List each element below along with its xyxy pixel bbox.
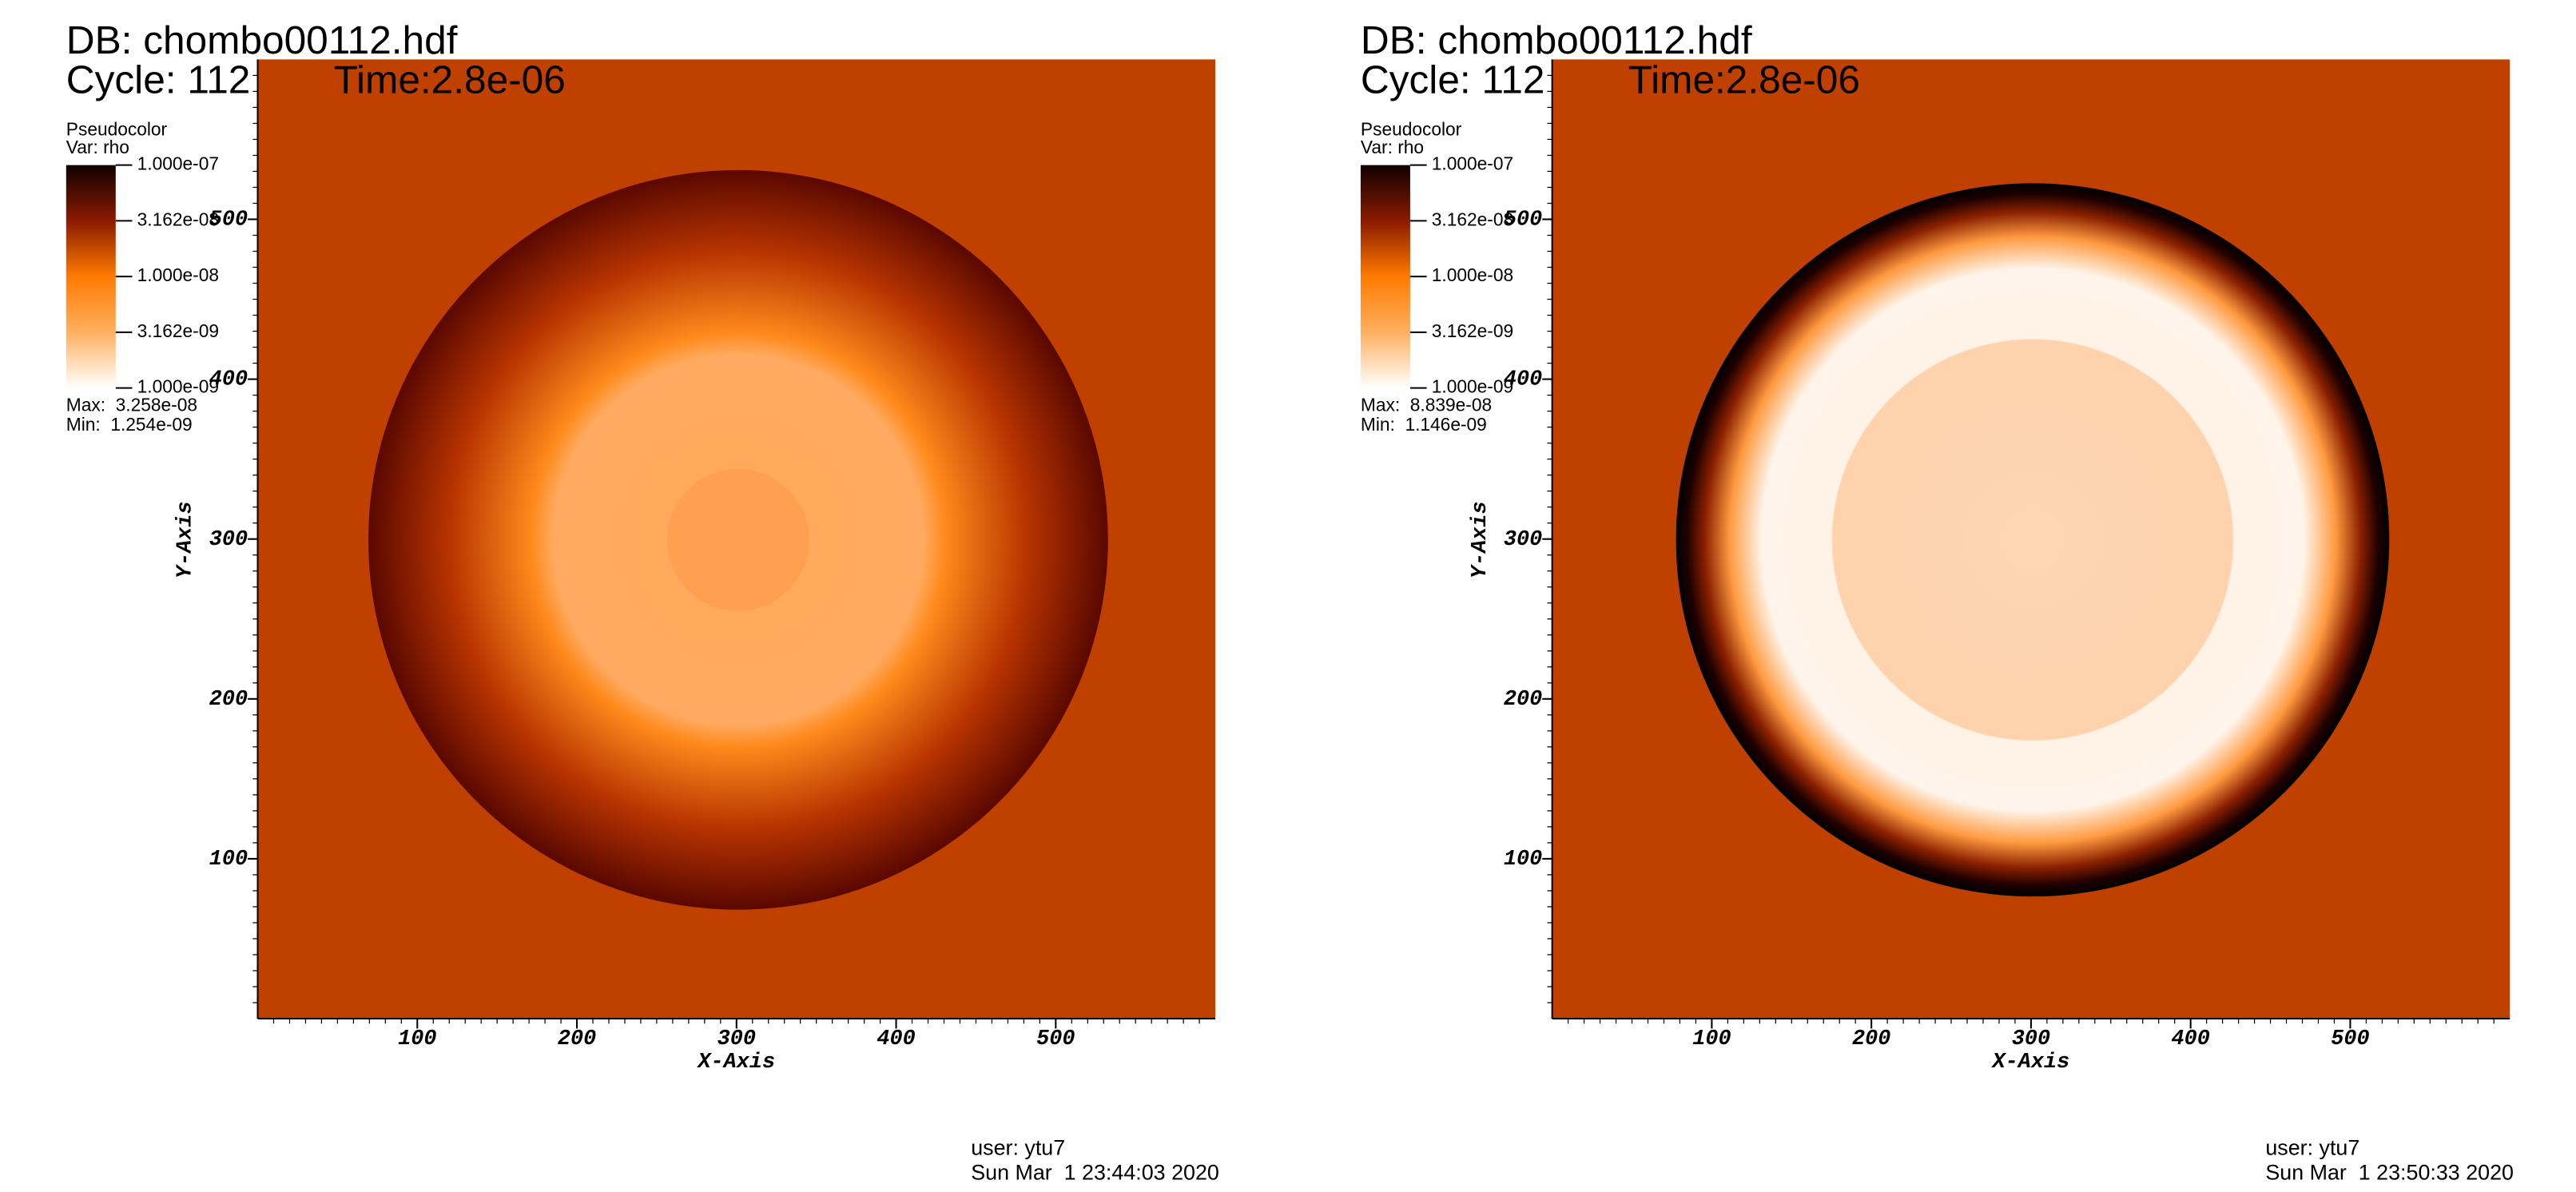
colorbar-tick-label: 3.162e-09 <box>1432 320 1513 341</box>
y-tick-label: 400 <box>1504 368 1542 392</box>
max-label: Max: 3.258e-08 <box>66 394 197 415</box>
legend-title: Pseudocolor <box>1361 118 1462 139</box>
y-tick-label: 500 <box>1504 209 1542 232</box>
x-tick-label ax: 100 <box>398 1027 436 1051</box>
colorbar <box>66 165 116 388</box>
db-label: DB: chombo00112.hdf <box>1361 18 1752 62</box>
y-tick-label: 300 <box>1504 528 1542 552</box>
colorbar-tick-label: 1.000e-08 <box>137 264 219 285</box>
colorbar-tick-label: 3.162e-08 <box>137 209 219 229</box>
y-tick-label: 100 <box>1504 848 1542 872</box>
x-tick-label ax: 100 <box>1692 1027 1731 1051</box>
plot-image <box>257 59 2510 1019</box>
legend-var: Var: rho <box>66 137 129 157</box>
max-label: Max: 8.839e-08 <box>1361 394 1492 415</box>
date-label: Sun Mar 1 23:44:03 2020 <box>971 1160 1219 1184</box>
x-axis-label: X-Axis <box>696 1051 775 1075</box>
y-tick-label: 500 <box>209 209 248 232</box>
min-label: Min: 1.146e-09 <box>1361 414 1487 435</box>
time-label: Time:2.8e-06 <box>334 57 566 101</box>
x-tick-label ax: 400 <box>877 1027 915 1051</box>
x-axis-label: X-Axis <box>1991 1051 2070 1075</box>
legend-var: Var: rho <box>1361 137 1424 157</box>
y-tick-label: 300 <box>209 528 248 552</box>
colorbar <box>1360 165 1410 388</box>
x-tick-label ax: 400 <box>2171 1027 2209 1051</box>
user-label: user: ytu7 <box>971 1135 1065 1159</box>
y-tick-label: 200 <box>209 688 248 712</box>
y-axis-label: Y-Axis <box>1469 501 1493 578</box>
colorbar-tick-label: 1.000e-08 <box>1432 264 1513 285</box>
y-tick-label: 200 <box>1504 688 1542 712</box>
db-label: DB: chombo00112.hdf <box>66 18 458 62</box>
date-label: Sun Mar 1 23:50:33 2020 <box>2265 1160 2514 1184</box>
x-tick-label ax: 300 <box>718 1027 756 1051</box>
legend-title: Pseudocolor <box>66 118 168 139</box>
y-tick-label: 100 <box>209 848 248 872</box>
user-label: user: ytu7 <box>2265 1135 2359 1159</box>
x-tick-label ax: 500 <box>1036 1027 1075 1051</box>
colorbar-tick-label: 3.162e-08 <box>1432 209 1513 229</box>
colorbar-tick-label: 1.000e-07 <box>137 153 219 174</box>
colorbar-tick-label: 3.162e-09 <box>137 320 219 341</box>
y-tick-label: 400 <box>209 368 248 392</box>
cycle-label: Cycle: 112 <box>1361 57 1545 101</box>
x-tick-label ax: 500 <box>2331 1027 2369 1051</box>
colorbar-tick-label: 1.000e-09 <box>137 376 219 397</box>
x-tick-label ax: 300 <box>2012 1027 2050 1051</box>
cycle-label: Cycle: 112 <box>66 57 251 101</box>
y-axis-label: Y-Axis <box>174 501 198 578</box>
min-label: Min: 1.254e-09 <box>66 414 193 435</box>
x-tick-label ax: 200 <box>1852 1027 1890 1051</box>
colorbar-tick-label: 1.000e-07 <box>1432 153 1513 174</box>
time-label: Time:2.8e-06 <box>1628 57 1860 101</box>
x-tick-label ax: 200 <box>558 1027 596 1051</box>
colorbar-tick-label: 1.000e-09 <box>1432 376 1513 397</box>
